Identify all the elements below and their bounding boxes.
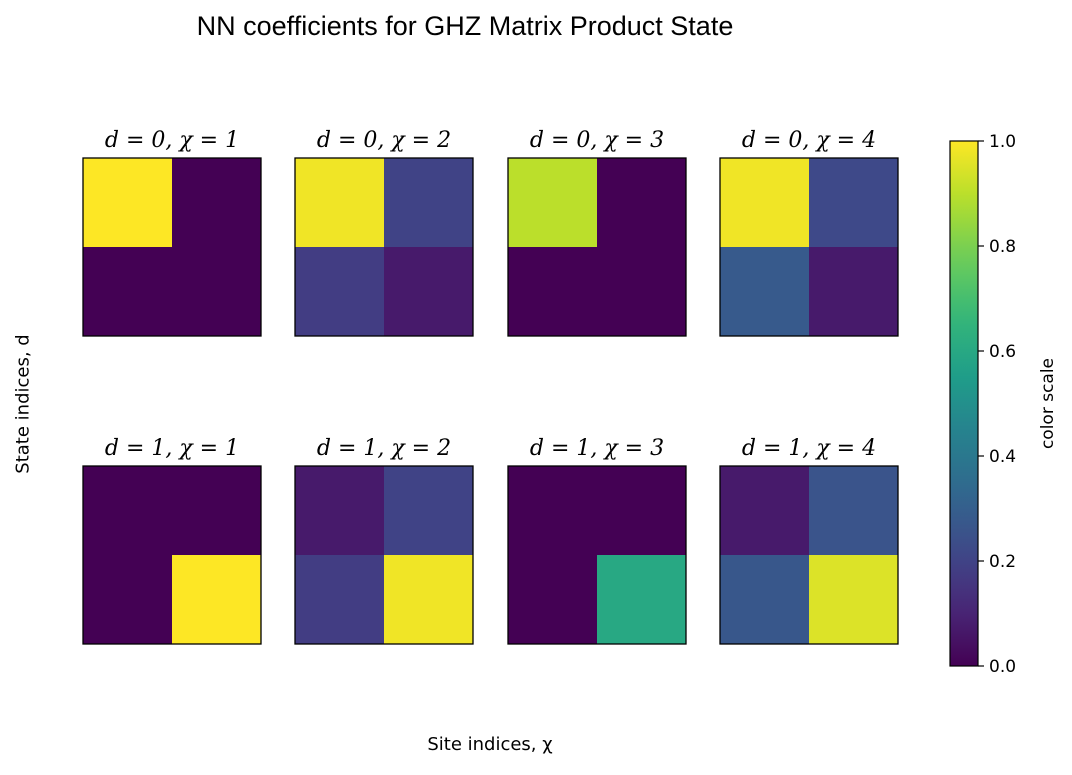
colorbar-frame — [949, 140, 979, 667]
panel-frame — [507, 157, 687, 337]
panel-title: d = 1, χ = 2 — [317, 436, 451, 461]
heatmap-cell — [172, 555, 262, 645]
heatmap-cell — [172, 158, 262, 248]
panel-frame — [719, 157, 899, 337]
heatmap-cell — [384, 466, 474, 556]
panel-title: d = 1, χ = 1 — [105, 436, 239, 461]
heatmap-cell — [720, 247, 810, 337]
x-axis-label: Site indices, χ — [427, 734, 553, 755]
heatmap-cell — [597, 247, 687, 337]
heatmap-panel: d = 0, χ = 2 — [294, 128, 474, 337]
heatmap-cell — [384, 158, 474, 248]
panel-frame — [294, 157, 474, 337]
heatmap-cell — [295, 555, 385, 645]
panel-title: d = 0, χ = 1 — [105, 128, 239, 153]
colorbar-label: color scale — [1038, 358, 1058, 449]
heatmap-cell — [295, 158, 385, 248]
panel-title: d = 1, χ = 3 — [530, 436, 664, 461]
colorbar-fill — [950, 141, 978, 666]
heatmap-cell — [508, 158, 598, 248]
heatmap-cell — [809, 158, 899, 248]
heatmap-panel: d = 0, χ = 4 — [719, 128, 899, 337]
colorbar-tick-label: 0.8 — [989, 237, 1016, 257]
heatmap-cell — [172, 247, 262, 337]
heatmap-cell — [83, 555, 173, 645]
panel-frame — [82, 157, 262, 337]
colorbar: 0.0 0.2 0.4 0.6 0.8 1.0 color scale — [949, 132, 1058, 677]
heatmap-cell — [172, 466, 262, 556]
figure-title: NN coefficients for GHZ Matrix Product S… — [196, 11, 734, 41]
heatmap-cell — [295, 247, 385, 337]
heatmap-cell — [597, 466, 687, 556]
panel-title: d = 0, χ = 4 — [742, 128, 876, 153]
heatmap-cell — [384, 555, 474, 645]
colorbar-tick-label: 0.0 — [989, 657, 1016, 677]
panel-frame — [294, 465, 474, 645]
heatmap-cell — [384, 247, 474, 337]
colorbar-tick-label: 0.2 — [989, 552, 1016, 572]
panel-frame — [507, 465, 687, 645]
heatmap-cell — [508, 466, 598, 556]
heatmap-cell — [83, 158, 173, 248]
heatmap-cell — [809, 555, 899, 645]
panel-title: d = 0, χ = 3 — [530, 128, 664, 153]
heatmap-cell — [295, 466, 385, 556]
panel-frame — [719, 465, 899, 645]
heatmap-panel: d = 1, χ = 2 — [294, 436, 474, 645]
heatmap-panel: d = 1, χ = 1 — [82, 436, 262, 645]
colorbar-tick-label: 0.4 — [989, 447, 1016, 467]
heatmap-cell — [508, 555, 598, 645]
heatmap-cell — [720, 466, 810, 556]
heatmap-panel: d = 1, χ = 3 — [507, 436, 687, 645]
heatmap-panel: d = 0, χ = 3 — [507, 128, 687, 337]
heatmap-cell — [83, 247, 173, 337]
colorbar-tick-label: 1.0 — [989, 132, 1016, 152]
heatmap-cell — [809, 466, 899, 556]
heatmap-panel: d = 1, χ = 4 — [719, 436, 899, 645]
heatmap-cell — [720, 555, 810, 645]
panel-frame — [82, 465, 262, 645]
panel-title: d = 0, χ = 2 — [317, 128, 451, 153]
heatmap-panel: d = 0, χ = 1 — [82, 128, 262, 337]
heatmap-cell — [809, 247, 899, 337]
colorbar-tick-label: 0.6 — [989, 342, 1016, 362]
heatmap-cell — [720, 158, 810, 248]
heatmap-cell — [83, 466, 173, 556]
heatmap-cell — [597, 555, 687, 645]
heatmap-cell — [597, 158, 687, 248]
panel-title: d = 1, χ = 4 — [742, 436, 876, 461]
heatmap-cell — [508, 247, 598, 337]
